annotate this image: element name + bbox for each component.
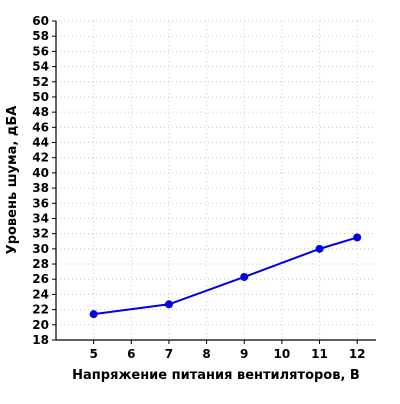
data-point <box>89 310 98 319</box>
grid <box>56 20 376 341</box>
data-point <box>240 272 249 281</box>
x-axis-title: Напряжение питания вентиляторов, В <box>72 368 360 383</box>
x-tick-label: 9 <box>240 347 248 361</box>
x-tick-label: 10 <box>274 347 291 361</box>
x-tick-label: 11 <box>311 347 328 361</box>
y-tick-label: 22 <box>32 303 49 317</box>
x-tick-label: 8 <box>202 347 210 361</box>
y-tick-label: 18 <box>32 333 49 347</box>
axes <box>52 20 376 344</box>
x-tick-label: 5 <box>89 347 97 361</box>
y-tick-label: 50 <box>32 90 49 104</box>
series <box>89 233 362 319</box>
y-tick-label: 24 <box>32 287 49 301</box>
y-tick-label: 58 <box>32 29 49 43</box>
tick-labels: 1820222426283032343638404244464850525456… <box>32 14 365 361</box>
x-tick-label: 12 <box>349 347 366 361</box>
y-tick-label: 36 <box>32 196 49 210</box>
y-tick-label: 30 <box>32 242 49 256</box>
y-tick-label: 38 <box>32 181 49 195</box>
y-tick-label: 34 <box>32 211 49 225</box>
y-tick-label: 32 <box>32 227 49 241</box>
data-point <box>315 244 324 253</box>
y-tick-label: 28 <box>32 257 49 271</box>
y-tick-label: 44 <box>32 136 49 150</box>
data-point <box>353 233 362 242</box>
y-axis-title: Уровень шума, дБА <box>5 106 20 255</box>
y-tick-label: 56 <box>32 44 49 58</box>
y-tick-label: 26 <box>32 272 49 286</box>
y-tick-label: 42 <box>32 151 49 165</box>
y-tick-label: 20 <box>32 318 49 332</box>
y-tick-label: 60 <box>32 14 49 28</box>
y-tick-label: 48 <box>32 105 49 119</box>
y-tick-label: 46 <box>32 120 49 134</box>
x-tick-label: 7 <box>165 347 173 361</box>
data-point <box>164 300 173 309</box>
x-tick-label: 6 <box>127 347 135 361</box>
y-tick-label: 40 <box>32 166 49 180</box>
y-tick-label: 54 <box>32 60 49 74</box>
y-tick-label: 52 <box>32 75 49 89</box>
